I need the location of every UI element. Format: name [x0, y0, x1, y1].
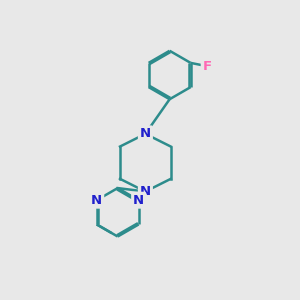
Text: N: N: [91, 194, 102, 207]
Text: F: F: [203, 60, 212, 73]
Text: N: N: [140, 185, 151, 198]
Text: N: N: [140, 127, 151, 140]
Text: N: N: [133, 194, 144, 207]
